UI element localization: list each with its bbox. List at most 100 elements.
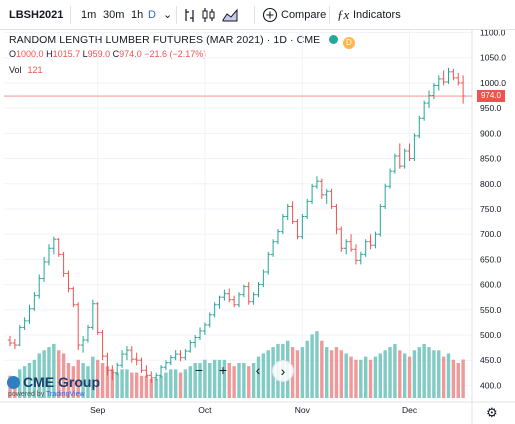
area-style-icon[interactable] bbox=[222, 7, 238, 23]
volume-bar bbox=[57, 350, 61, 398]
toolbar-divider bbox=[329, 6, 330, 24]
gear-icon[interactable]: ⚙ bbox=[486, 405, 498, 420]
volume-bar bbox=[217, 359, 222, 398]
close-value: 974.0 bbox=[119, 49, 142, 59]
volume-bar bbox=[61, 353, 66, 398]
volume-bar bbox=[110, 369, 115, 398]
volume-bar bbox=[203, 359, 207, 398]
bar-style-icon[interactable] bbox=[183, 7, 197, 23]
y-tick-label: 500.0 bbox=[480, 330, 502, 340]
volume-bar bbox=[95, 359, 100, 398]
volume-bar bbox=[266, 350, 270, 398]
volume-bar bbox=[417, 347, 421, 398]
high-value: 1015.7 bbox=[52, 49, 81, 59]
volume-bar bbox=[144, 375, 149, 398]
price-chart[interactable]: 400.0 450.0 500.0 550.0 600.0 650.0 700.0 750.0… bbox=[0, 30, 515, 424]
volume-bar bbox=[349, 356, 353, 398]
volume-bar bbox=[120, 369, 124, 398]
volume-bar bbox=[251, 363, 256, 398]
volume-bar bbox=[173, 369, 178, 398]
volume-bar bbox=[393, 343, 397, 398]
y-tick-label: 550.0 bbox=[480, 305, 502, 315]
volume-bar bbox=[383, 350, 387, 398]
candle-style-icon[interactable] bbox=[201, 7, 215, 23]
volume-bar bbox=[125, 369, 129, 398]
chevron-down-icon[interactable]: ⌄ bbox=[163, 9, 173, 21]
volume-bar bbox=[27, 363, 32, 398]
volume-bar bbox=[344, 353, 348, 398]
volume-bar bbox=[47, 347, 51, 398]
zoom-in-button[interactable]: + bbox=[218, 362, 228, 378]
volume-bar bbox=[446, 353, 451, 398]
volume-bar bbox=[432, 350, 436, 398]
x-tick-label: Dec bbox=[402, 405, 418, 415]
y-tick-label: 850.0 bbox=[480, 154, 502, 164]
compare-button[interactable]: Compare bbox=[281, 9, 327, 21]
volume-bar bbox=[237, 363, 241, 398]
volume-bar bbox=[388, 347, 392, 398]
y-tick-label: 700.0 bbox=[480, 229, 502, 239]
volume-bar bbox=[105, 366, 110, 398]
volume-bar bbox=[159, 375, 163, 398]
volume-bar bbox=[232, 366, 236, 398]
powered-by[interactable]: powered by TradingView bbox=[8, 391, 85, 398]
y-tick-label: 650.0 bbox=[480, 254, 502, 264]
volume-bar bbox=[407, 356, 412, 398]
toolbar-divider bbox=[176, 6, 177, 24]
series-title: RANDOM LENGTH LUMBER FUTURES (MAR 2021) … bbox=[9, 34, 321, 46]
toolbar-divider bbox=[70, 6, 71, 24]
volume-value: 121 bbox=[27, 65, 43, 75]
volume-bar bbox=[52, 343, 56, 398]
volume-bar bbox=[208, 363, 212, 398]
volume-bar bbox=[178, 372, 183, 398]
volume-bar bbox=[149, 378, 154, 398]
volume-bar bbox=[22, 366, 27, 398]
volume-bar bbox=[378, 353, 383, 398]
volume-bar bbox=[329, 350, 334, 398]
scroll-right-button[interactable]: › bbox=[272, 360, 294, 382]
volume-bar bbox=[368, 359, 373, 398]
volume-label: Vol bbox=[9, 65, 22, 75]
change-value: −21.6 (−2.17%) bbox=[144, 49, 207, 59]
volume-bar bbox=[451, 359, 456, 398]
interval-1m-button[interactable]: 1m bbox=[81, 9, 97, 21]
volume-bar bbox=[154, 378, 158, 398]
indicators-button[interactable]: Indicators bbox=[353, 9, 401, 21]
volume-bar bbox=[100, 363, 105, 398]
volume-bar bbox=[324, 347, 329, 398]
zoom-out-button[interactable]: − bbox=[194, 362, 204, 378]
volume-bar bbox=[71, 366, 76, 398]
interval-1h-button[interactable]: 1h bbox=[131, 9, 144, 21]
cme-group-logo: CME Group bbox=[7, 374, 100, 390]
powered-by-label: powered by bbox=[8, 391, 45, 398]
scroll-left-button[interactable]: ‹ bbox=[255, 362, 261, 378]
interval-d-button[interactable]: D bbox=[148, 9, 156, 21]
volume-bar bbox=[66, 363, 71, 398]
symbol-search-button[interactable]: LBSH2021 bbox=[9, 9, 64, 21]
volume-bar bbox=[412, 350, 417, 398]
y-tick-label: 400.0 bbox=[480, 380, 502, 390]
volume-bar bbox=[242, 363, 246, 398]
logo-text: CME Group bbox=[23, 374, 100, 390]
volume-bar bbox=[247, 366, 251, 398]
volume-bar bbox=[222, 359, 227, 398]
volume-bar bbox=[310, 334, 314, 398]
fx-icon[interactable]: ƒx bbox=[337, 7, 350, 22]
low-value: 959.0 bbox=[87, 49, 111, 59]
tradingview-link[interactable]: TradingView bbox=[46, 391, 85, 398]
chart-toolbar: LBSH2021 1m 30m 1h D ⌄ Compare ƒx Indica… bbox=[0, 0, 515, 30]
volume-bar bbox=[437, 350, 441, 398]
data-status-badge: D bbox=[342, 37, 355, 49]
volume-bar bbox=[76, 359, 80, 398]
volume-bar bbox=[320, 340, 324, 398]
open-label: O bbox=[9, 49, 17, 59]
interval-30m-button[interactable]: 30m bbox=[103, 9, 125, 21]
y-tick-label: 450.0 bbox=[480, 355, 502, 365]
y-tick-label: 900.0 bbox=[480, 128, 502, 138]
low-label: L bbox=[82, 49, 88, 59]
volume-bar bbox=[373, 356, 378, 398]
plus-circle-icon[interactable] bbox=[262, 7, 278, 23]
volume-bar bbox=[334, 347, 339, 398]
volume-bar bbox=[305, 340, 309, 398]
close-label: C bbox=[112, 49, 120, 59]
